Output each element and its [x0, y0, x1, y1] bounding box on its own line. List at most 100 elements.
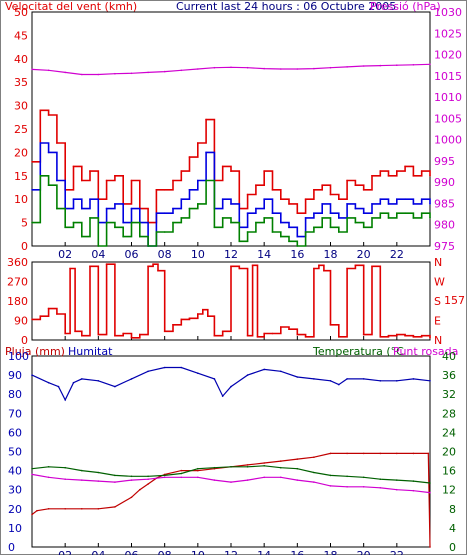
dewpoint-point	[329, 485, 332, 487]
wind-gust-point	[246, 193, 249, 196]
wind-gust-point	[172, 179, 174, 182]
dewpoint-point	[296, 479, 299, 481]
temperature-point	[280, 466, 282, 469]
wind-low-point	[139, 235, 141, 238]
wind-y-tick-label: 50	[14, 6, 28, 19]
humidity-point	[213, 378, 216, 380]
rain-y-tick-label: 60	[8, 426, 22, 439]
pressure-point	[396, 64, 398, 66]
dewpoint-point	[230, 481, 232, 483]
wind-average-point	[280, 221, 282, 224]
pressure-point	[329, 66, 332, 69]
pressure-point	[97, 73, 100, 76]
rain-point	[246, 464, 249, 466]
wind-average-point	[338, 217, 340, 219]
direction-y-tick-label: 270	[7, 276, 28, 289]
temperature-point	[213, 466, 216, 469]
wind-gust-point	[420, 170, 423, 172]
x-tick-label: 08	[158, 549, 172, 555]
dewpoint-point	[97, 480, 100, 482]
pressure-y-tick-label: 995	[434, 155, 455, 168]
wind-direction-point	[197, 313, 199, 315]
humidity-point	[163, 366, 166, 369]
wind-direction-point	[39, 315, 42, 318]
rain-y-tick-label: 20	[8, 503, 22, 516]
dewpoint-point	[362, 486, 365, 488]
wind-direction-point	[238, 267, 241, 270]
wind-gust-point	[89, 170, 91, 172]
rain-point	[114, 506, 116, 508]
dewpoint-point	[379, 487, 382, 489]
humidity-point	[246, 374, 249, 376]
wind-y-tick-label: 40	[14, 53, 28, 66]
wind-y-tick-label: 10	[14, 193, 28, 206]
pressure-y-tick-label: 1030	[434, 6, 462, 19]
wind-gust-point	[429, 175, 431, 177]
wind-low-point	[371, 217, 373, 219]
temp-y-tick-label: 28	[442, 407, 456, 420]
humidity-point	[396, 380, 398, 382]
wind-direction-point	[152, 263, 154, 266]
humidity-point	[313, 378, 315, 380]
humidity-point	[147, 370, 149, 373]
wind-direction-point	[139, 333, 141, 336]
wind-low-point	[188, 207, 191, 210]
wind-average-point	[379, 198, 382, 200]
wind-low-point	[105, 221, 108, 224]
wind-direction-point	[56, 313, 58, 315]
temp-y-tick-label: 12	[442, 484, 456, 497]
dewpoint-title: Punt rosada	[393, 345, 458, 358]
temperature-point	[313, 471, 315, 474]
wind-average-point	[72, 198, 75, 200]
dewpoint-point	[130, 479, 133, 481]
rain-point	[81, 508, 83, 510]
temperature-point	[263, 465, 266, 467]
wind-average-point	[288, 226, 290, 229]
wind-low-point	[31, 221, 33, 224]
wind-gust-point	[396, 170, 398, 172]
humidity-point	[263, 368, 266, 371]
humidity-point	[230, 385, 232, 388]
rain-point	[130, 496, 133, 499]
wind-y-tick-label: 15	[14, 170, 28, 183]
direction-y-tick-label: 360	[7, 256, 28, 269]
pressure-y-tick-label: 1015	[434, 70, 462, 83]
humidity-point	[346, 378, 348, 380]
compass-y-tick-label: N	[434, 256, 442, 269]
wind-gust-point	[387, 175, 390, 177]
wind-low-point	[379, 212, 382, 214]
direction-current-value: 157	[444, 294, 465, 307]
pressure-y-tick-label: 990	[434, 176, 455, 189]
wind-gust-point	[72, 165, 75, 168]
wind-low-point	[155, 231, 158, 233]
wind-direction-point	[304, 336, 307, 338]
humidity-point	[180, 366, 183, 369]
rain-point	[362, 452, 365, 455]
rain-point	[427, 452, 430, 455]
wind-low-point	[296, 245, 299, 247]
rain-point	[180, 469, 183, 472]
temperature-point	[64, 466, 66, 469]
temp-y-tick-label: 0	[449, 541, 456, 554]
wind-gust-point	[31, 161, 33, 163]
wind-low-point	[64, 226, 66, 229]
temperature-point	[163, 474, 166, 477]
dewpoint-point	[163, 476, 166, 479]
humidity-title: Humitat	[68, 345, 113, 358]
wind-direction-point	[188, 317, 191, 320]
rain-point	[36, 509, 38, 512]
wind-direction-point	[280, 326, 282, 328]
compass-y-tick-label: W	[434, 276, 445, 289]
rain-point	[280, 460, 282, 462]
wind-average-point	[296, 235, 299, 238]
wind-direction-point	[371, 265, 373, 268]
dewpoint-point	[346, 486, 348, 488]
wind-average-point	[105, 207, 108, 210]
x-tick-label: 22	[390, 549, 404, 555]
wind-gust-point	[379, 170, 382, 172]
rain-y-tick-label: 100	[8, 350, 29, 363]
wind-low-point	[114, 226, 116, 229]
wind-average-point	[412, 203, 415, 205]
direction-y-tick-label: 90	[14, 315, 28, 328]
